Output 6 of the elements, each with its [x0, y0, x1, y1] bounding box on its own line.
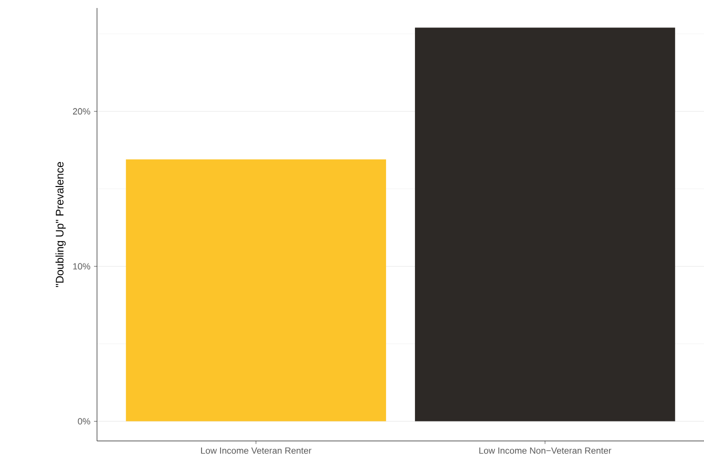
- y-tick-label: 0%: [78, 418, 90, 424]
- y-tick-label: 20%: [73, 108, 90, 115]
- y-axis-title: "Doubling Up" Prevalence: [56, 162, 66, 287]
- x-tick-label: Low Income Non−Veteran Renter: [479, 447, 612, 454]
- x-tick-label: Low Income Veteran Renter: [201, 447, 312, 454]
- y-tick-label: 10%: [73, 263, 90, 270]
